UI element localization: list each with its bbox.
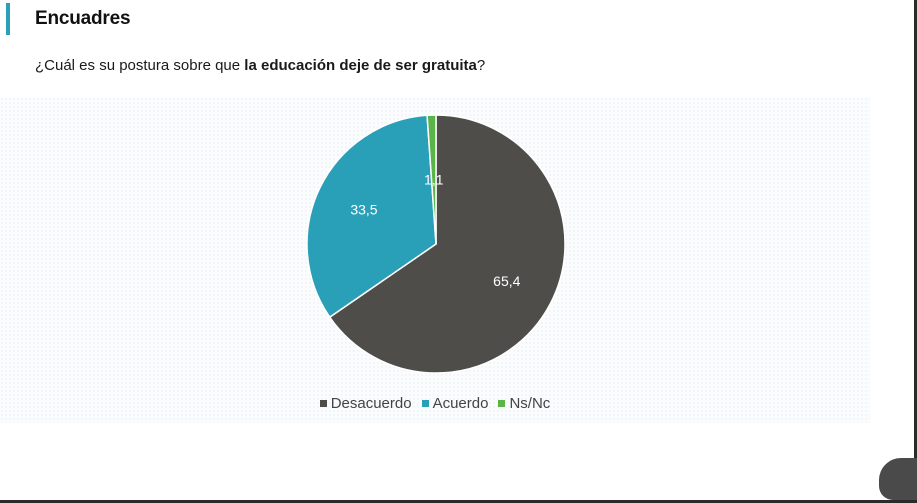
legend-label: Ns/Nc [509,395,551,412]
legend-item-acuerdo: Acuerdo [421,395,489,412]
legend-label: Desacuerdo [330,395,412,412]
section-title: Encuadres [35,8,131,29]
pie-chart: 65,4 33,5 1,1 [306,114,566,374]
survey-question: ¿Cuál es su postura sobre que la educaci… [35,57,485,74]
window-right-edge [914,0,917,503]
legend-item-ns-nc: Ns/Nc [498,395,550,412]
pie-slice-acuerdo [306,114,437,319]
chart-panel: 65,4 33,5 1,1 Desacuerdo Acuerdo Ns/Nc [0,97,870,423]
question-suffix: ? [476,57,486,74]
data-label-ns-nc: 1,1 [424,172,444,188]
legend-swatch [421,400,429,407]
legend-swatch [319,400,327,407]
question-emphasis: la educación deje de ser gratuita [244,57,477,74]
legend-swatch [498,400,506,407]
corner-handle[interactable] [879,458,917,500]
pie-slice-desacuerdo [328,114,566,374]
pie-slice-ns-nc [426,114,437,245]
window-bottom-edge [0,500,917,503]
title-accent-bar [6,3,10,35]
chart-legend: Desacuerdo Acuerdo Ns/Nc [0,395,870,412]
question-prefix: ¿Cuál es su postura sobre que [35,57,245,74]
data-label-desacuerdo: 65,4 [493,273,520,289]
legend-label: Acuerdo [432,395,489,412]
legend-item-desacuerdo: Desacuerdo [319,395,412,412]
data-label-acuerdo: 33,5 [350,201,377,217]
